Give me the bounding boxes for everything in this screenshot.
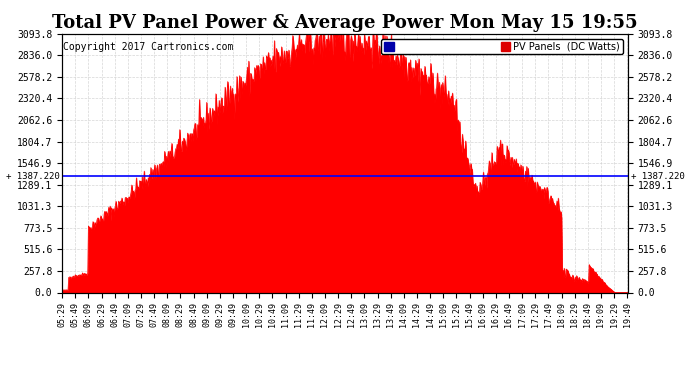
Legend: Average  (DC Watts), PV Panels  (DC Watts): Average (DC Watts), PV Panels (DC Watts): [381, 39, 623, 54]
Text: + 1387.220: + 1387.220: [631, 172, 684, 181]
Title: Total PV Panel Power & Average Power Mon May 15 19:55: Total PV Panel Power & Average Power Mon…: [52, 14, 638, 32]
Text: + 1387.220: + 1387.220: [6, 172, 59, 181]
Text: Copyright 2017 Cartronics.com: Copyright 2017 Cartronics.com: [63, 42, 233, 51]
